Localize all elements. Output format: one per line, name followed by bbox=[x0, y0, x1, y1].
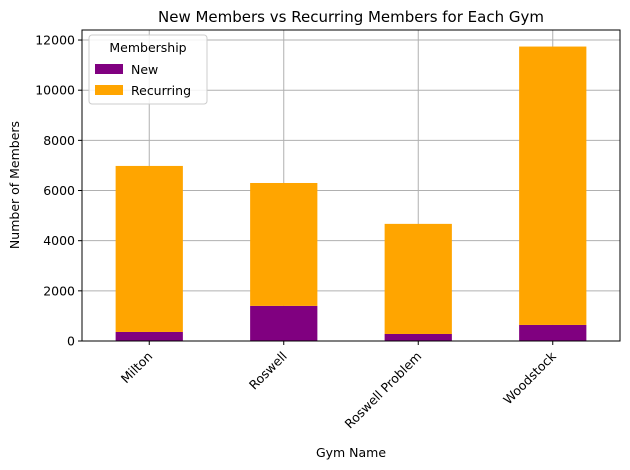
plot-frame bbox=[81, 29, 621, 342]
bar-new bbox=[250, 305, 318, 341]
bar-recurring bbox=[519, 46, 587, 325]
y-tick-label: 2000 bbox=[43, 283, 75, 298]
chart-title: New Members vs Recurring Members for Eac… bbox=[158, 8, 544, 26]
bar-new bbox=[519, 324, 587, 341]
legend-label-recurring: Recurring bbox=[131, 83, 191, 98]
bar-recurring bbox=[250, 182, 318, 306]
y-tick-label: 0 bbox=[67, 334, 75, 349]
y-axis: 0 2000 4000 6000 8000 10000 12000 bbox=[35, 33, 82, 349]
legend: Membership New Recurring bbox=[88, 34, 208, 105]
bar-new bbox=[384, 333, 452, 341]
bars bbox=[115, 46, 587, 341]
y-tick-label: 4000 bbox=[43, 233, 75, 248]
legend-swatch-new bbox=[95, 64, 123, 74]
y-tick-label: 6000 bbox=[43, 183, 75, 198]
bar-recurring bbox=[115, 165, 183, 332]
x-tick-label: Roswell Problem bbox=[341, 349, 424, 432]
x-tick-label: Woodstock bbox=[500, 348, 559, 407]
y-tick-label: 12000 bbox=[35, 33, 75, 48]
x-axis-label: Gym Name bbox=[316, 445, 386, 460]
y-tick-label: 10000 bbox=[35, 83, 75, 98]
bar-new bbox=[115, 331, 183, 341]
x-tick-label: Roswell bbox=[246, 349, 290, 393]
legend-title: Membership bbox=[109, 40, 186, 55]
y-tick-label: 8000 bbox=[43, 133, 75, 148]
legend-label-new: New bbox=[131, 62, 158, 77]
x-tick-label: Milton bbox=[118, 349, 156, 387]
x-axis: Milton Roswell Roswell Problem Woodstock bbox=[118, 341, 559, 432]
bar-recurring bbox=[384, 223, 452, 334]
y-axis-label: Number of Members bbox=[7, 121, 22, 249]
legend-swatch-recurring bbox=[95, 85, 123, 95]
